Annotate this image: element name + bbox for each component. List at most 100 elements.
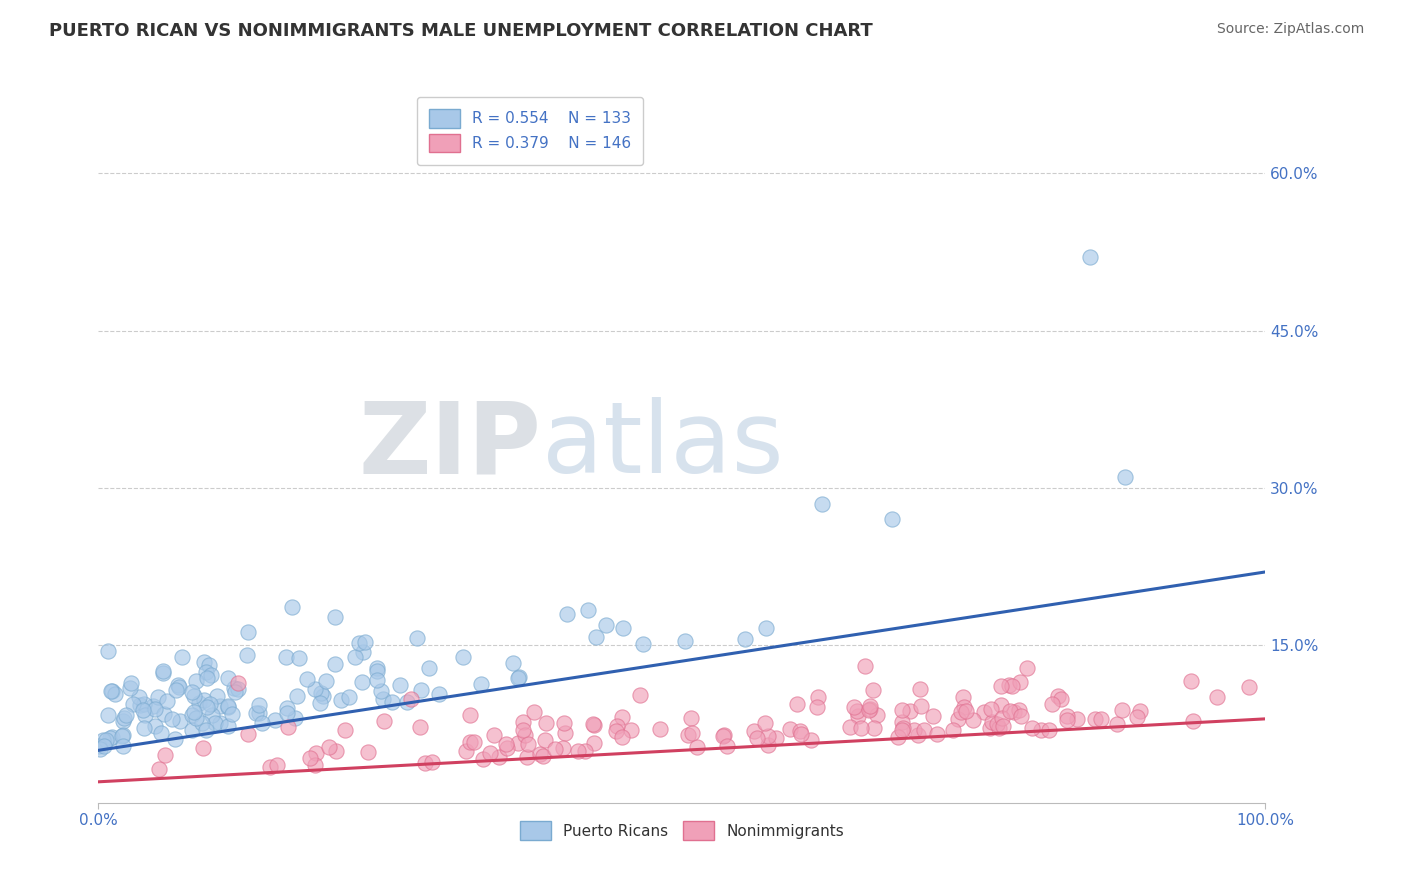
Point bbox=[352, 645, 374, 659]
Point bbox=[330, 692, 353, 706]
Point bbox=[193, 655, 215, 669]
Point bbox=[122, 697, 145, 711]
Point bbox=[312, 689, 335, 703]
Point bbox=[890, 703, 912, 717]
Point bbox=[1015, 661, 1038, 675]
Point bbox=[94, 733, 117, 747]
Point bbox=[950, 705, 973, 719]
Point bbox=[1066, 712, 1088, 726]
Point bbox=[395, 695, 418, 709]
Point bbox=[156, 694, 179, 708]
Point bbox=[512, 714, 534, 729]
Point bbox=[134, 722, 156, 736]
Point bbox=[478, 746, 501, 760]
Point bbox=[595, 618, 617, 632]
Point bbox=[97, 707, 120, 722]
Point bbox=[198, 658, 221, 673]
Point bbox=[388, 678, 411, 692]
Point bbox=[536, 715, 558, 730]
Point bbox=[880, 512, 903, 526]
Point bbox=[149, 726, 172, 740]
Point bbox=[863, 721, 886, 735]
Point bbox=[167, 678, 190, 692]
Point bbox=[991, 710, 1014, 724]
Point bbox=[754, 715, 776, 730]
Point bbox=[100, 684, 122, 698]
Point bbox=[217, 719, 239, 733]
Point bbox=[295, 672, 318, 686]
Point bbox=[853, 659, 876, 673]
Point bbox=[993, 719, 1015, 733]
Point bbox=[318, 740, 340, 755]
Point bbox=[631, 637, 654, 651]
Point bbox=[948, 712, 970, 726]
Point bbox=[337, 690, 360, 705]
Point bbox=[111, 729, 134, 743]
Point bbox=[152, 664, 174, 678]
Point bbox=[484, 728, 506, 742]
Point bbox=[191, 741, 214, 756]
Point bbox=[1107, 716, 1129, 731]
Point bbox=[284, 710, 307, 724]
Point bbox=[112, 739, 135, 753]
Point bbox=[142, 698, 165, 713]
Point bbox=[800, 733, 823, 747]
Point bbox=[1129, 704, 1152, 718]
Point bbox=[226, 681, 249, 696]
Point bbox=[217, 700, 239, 714]
Point bbox=[456, 743, 478, 757]
Point bbox=[399, 692, 422, 706]
Point bbox=[208, 699, 231, 714]
Point bbox=[308, 696, 330, 710]
Point bbox=[205, 689, 228, 703]
Point bbox=[160, 713, 183, 727]
Point bbox=[415, 756, 437, 770]
Point bbox=[953, 700, 976, 714]
Point bbox=[582, 716, 605, 731]
Point bbox=[463, 735, 485, 749]
Point bbox=[184, 711, 207, 725]
Point bbox=[988, 722, 1011, 736]
Point bbox=[910, 699, 932, 714]
Point bbox=[191, 716, 214, 731]
Point bbox=[912, 723, 935, 737]
Point bbox=[516, 737, 538, 751]
Point bbox=[554, 726, 576, 740]
Point bbox=[1090, 713, 1112, 727]
Point bbox=[980, 701, 1002, 715]
Point bbox=[288, 651, 311, 665]
Point bbox=[104, 687, 127, 701]
Point bbox=[1038, 723, 1060, 737]
Point bbox=[865, 707, 887, 722]
Point bbox=[811, 497, 834, 511]
Point bbox=[648, 723, 671, 737]
Point bbox=[252, 716, 274, 731]
Point bbox=[1010, 674, 1032, 689]
Point bbox=[221, 706, 243, 721]
Point bbox=[172, 650, 194, 665]
Point bbox=[470, 677, 492, 691]
Point bbox=[859, 698, 882, 713]
Point bbox=[200, 667, 222, 681]
Point bbox=[420, 755, 443, 769]
Point bbox=[898, 704, 921, 718]
Point bbox=[222, 681, 245, 696]
Point bbox=[87, 739, 110, 753]
Point bbox=[488, 750, 510, 764]
Point bbox=[236, 648, 259, 662]
Point bbox=[941, 723, 963, 737]
Point bbox=[224, 684, 246, 698]
Point bbox=[711, 730, 734, 744]
Point bbox=[523, 705, 546, 719]
Point bbox=[673, 634, 696, 648]
Text: PUERTO RICAN VS NONIMMIGRANTS MALE UNEMPLOYMENT CORRELATION CHART: PUERTO RICAN VS NONIMMIGRANTS MALE UNEMP… bbox=[49, 22, 873, 40]
Point bbox=[981, 714, 1004, 729]
Point bbox=[91, 732, 114, 747]
Point bbox=[333, 723, 356, 737]
Point bbox=[89, 741, 111, 756]
Point bbox=[605, 723, 627, 738]
Point bbox=[305, 746, 328, 760]
Point bbox=[352, 675, 374, 690]
Text: atlas: atlas bbox=[541, 398, 783, 494]
Point bbox=[574, 744, 596, 758]
